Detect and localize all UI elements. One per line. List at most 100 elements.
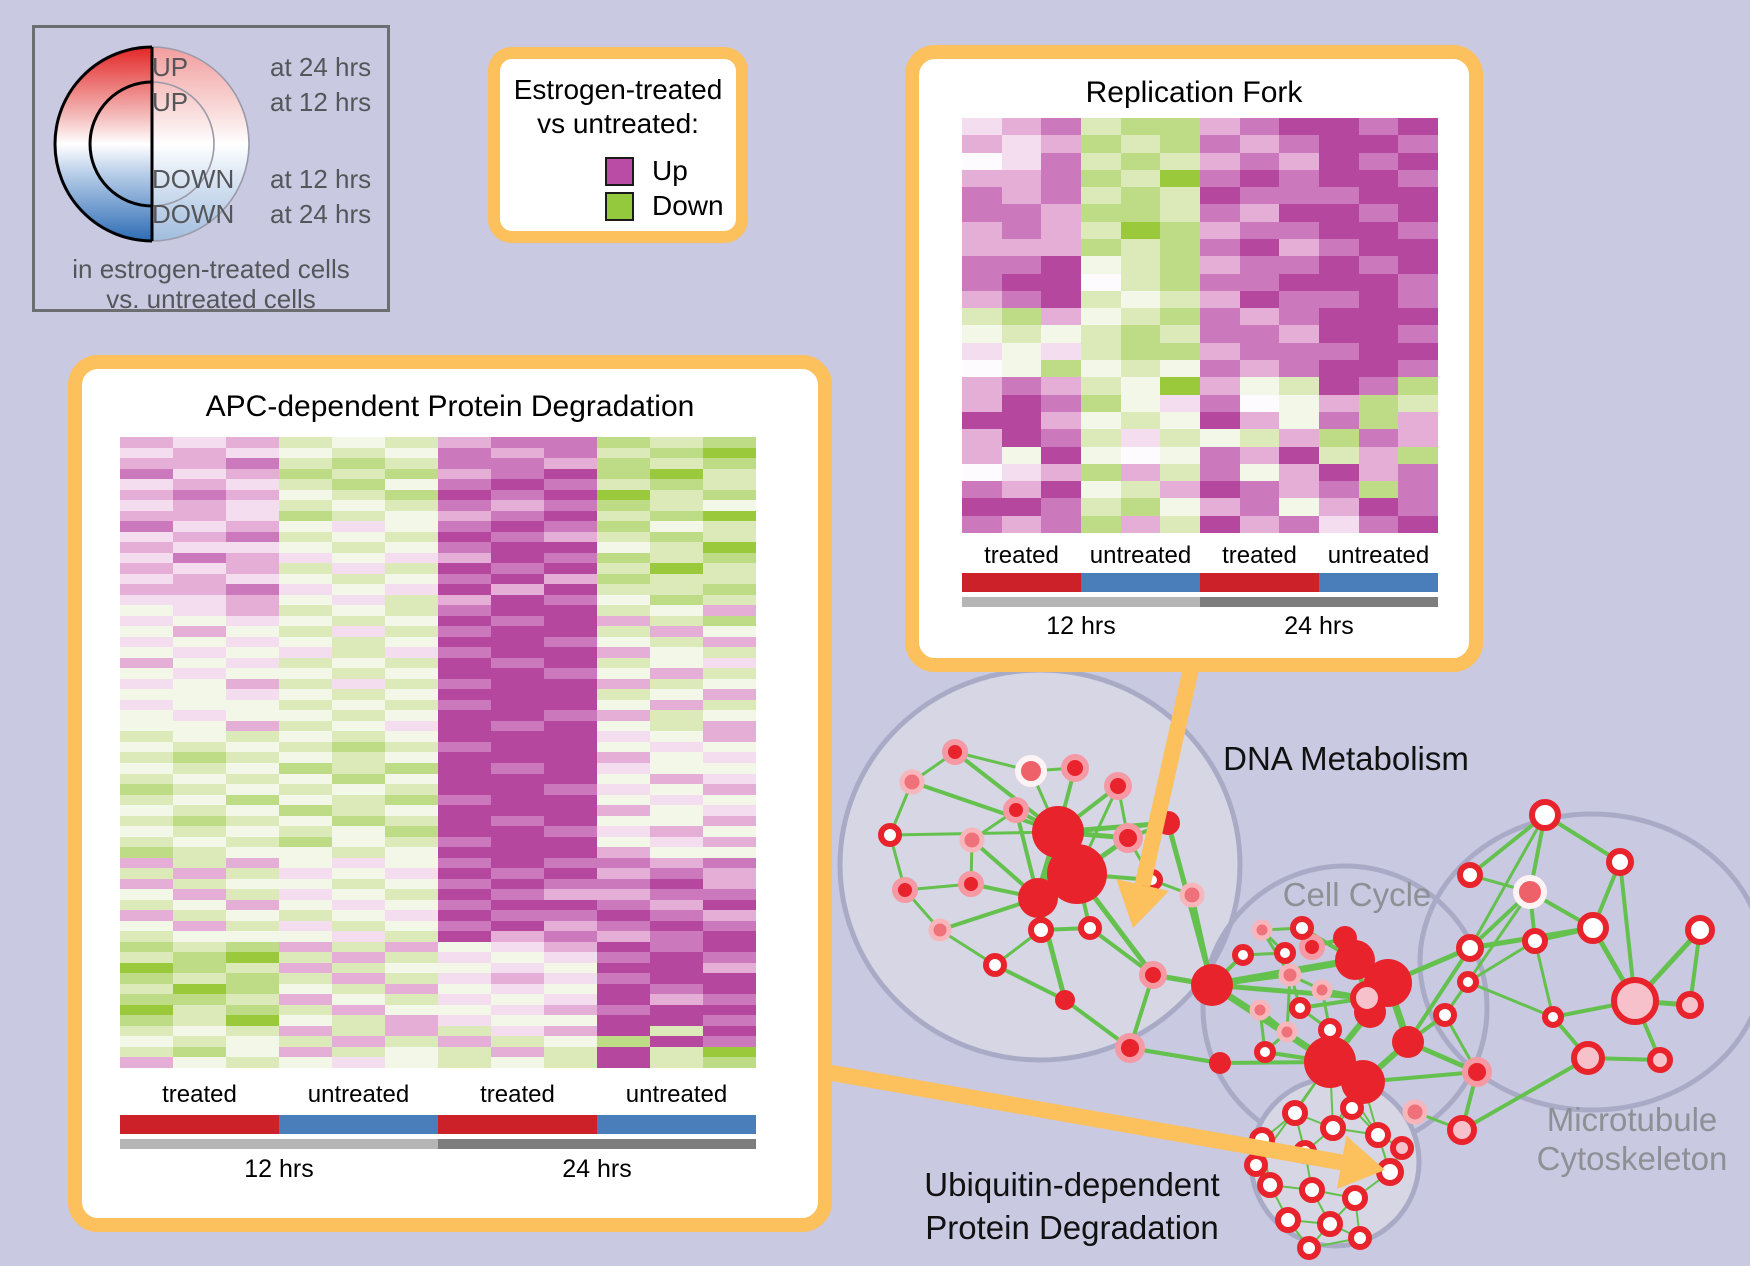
heatmap-cell [438,762,491,774]
heatmap-cell [544,815,597,827]
heatmap-cell [1160,308,1200,326]
heatmap-cell [120,1057,173,1068]
heatmap-cell [279,826,332,837]
heatmap-cell [1358,325,1399,343]
heatmap-cell [1398,290,1438,309]
heatmap-cell [1319,481,1359,499]
heatmap-cell [544,615,597,627]
heatmap-cell [120,857,173,869]
heatmap-cell [385,647,438,658]
heatmap-cell [332,678,385,690]
concentric-rings-icon [53,45,250,243]
heatmap-cell [385,983,438,995]
heatmap-cell [491,615,544,627]
heatmap-cell [491,699,544,711]
heatmap-cell [1160,187,1200,205]
heatmap-cell [650,584,703,595]
heatmap-cell [120,910,173,921]
network-edge [1406,946,1472,1044]
heatmap-cell [544,636,597,648]
heatmap-cell [279,952,332,963]
heatmap-cell [491,962,544,974]
heatmap-cell [332,878,385,890]
heatmap-cell [597,1004,650,1016]
heatmap-cell [385,479,438,490]
heatmap-cell [491,773,544,785]
heatmap-cell [491,573,544,585]
heatmap-cell [120,531,173,543]
gene-node [1402,1099,1428,1125]
heatmap-cell [385,521,438,532]
gene-node [1577,912,1609,944]
heatmap-cell [491,983,544,995]
heatmap-cell [226,752,279,763]
heatmap-cell [279,489,332,501]
heatmap-cell [1358,394,1399,412]
heatmap-cell [173,847,226,858]
heatmap-cell [279,699,332,711]
heatmap-cell [1398,152,1438,170]
heatmap-cell [650,647,703,658]
heatmap-cell [385,941,438,953]
heatmap-cell [1120,169,1161,188]
heatmap-cell [544,584,597,595]
orange-arrow-shaft [824,1064,1344,1171]
heatmap-cell [1120,429,1161,447]
heatmap-cell [173,773,226,785]
heatmap-cell [226,626,279,637]
heatmap-cell [544,626,597,637]
heatmap-cell [1239,204,1280,222]
heatmap-cell [385,1004,438,1016]
heatmap-cell [597,468,650,480]
heatmap-cell [120,500,173,511]
heatmap-cell [120,815,173,827]
heatmap-cell [385,710,438,721]
gene-node [1685,915,1715,945]
heatmap-cell [597,773,650,785]
heatmap-cell [226,699,279,711]
heatmap-cell [544,542,597,553]
heatmap-cell [1120,204,1161,222]
heatmap-cell [703,668,756,679]
heatmap-cell [332,752,385,763]
gene-node [1433,1003,1457,1027]
heatmap-cell [703,521,756,532]
heatmap-cell [279,1004,332,1016]
heatmap-cell [226,647,279,658]
heatmap-cell [491,752,544,763]
heatmap-cell [279,458,332,469]
heatmap-cell [1239,169,1280,188]
heatmap-cell [332,479,385,490]
heatmap-cell [438,1036,491,1047]
heatmap-cell [597,784,650,795]
heatmap-cell [1041,256,1081,274]
apc-time-bar [120,1139,756,1149]
gene-node [1676,991,1704,1019]
heatmap-cell [1398,187,1438,205]
heatmap-cell [491,447,544,459]
heatmap-cell [173,479,226,490]
heatmap-cell [650,952,703,963]
heatmap-cell [173,573,226,585]
heatmap-cell [544,689,597,700]
heatmap-cell [332,1025,385,1037]
heatmap-cell [597,689,650,700]
heatmap-cell [173,1015,226,1026]
heatmap-cell [173,899,226,911]
heatmap-cell [1239,290,1280,309]
heatmap-cell [491,521,544,532]
heatmap-cell [279,920,332,932]
heatmap-cell [544,878,597,890]
time-label: 24 hrs [1284,612,1354,640]
heatmap-cell [544,1015,597,1026]
heatmap-cell [226,868,279,879]
heatmap-cell [332,510,385,522]
heatmap-cell [385,531,438,543]
heatmap-cell [226,941,279,953]
heatmap-cell [332,531,385,543]
heatmap-cell [120,868,173,879]
heatmap-cell [173,668,226,679]
heatmap-cell [173,489,226,501]
replication-fork-panel: Replication Fork treated untreated treated… [905,45,1483,672]
